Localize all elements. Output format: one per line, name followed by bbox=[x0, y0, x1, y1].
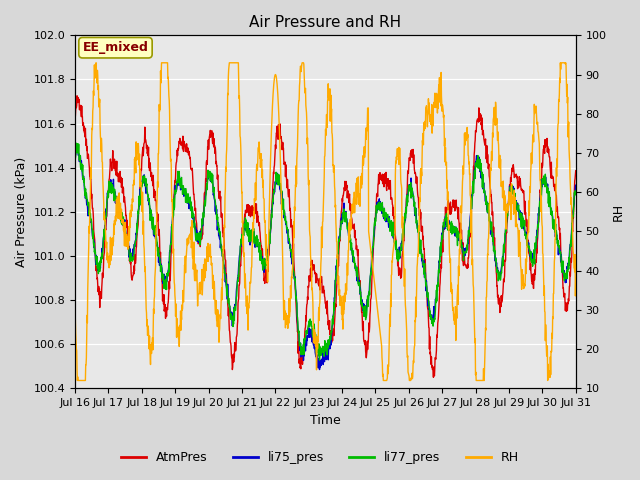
X-axis label: Time: Time bbox=[310, 414, 340, 427]
Title: Air Pressure and RH: Air Pressure and RH bbox=[250, 15, 401, 30]
Y-axis label: Air Pressure (kPa): Air Pressure (kPa) bbox=[15, 156, 28, 267]
Text: EE_mixed: EE_mixed bbox=[83, 41, 148, 54]
Legend: AtmPres, li75_pres, li77_pres, RH: AtmPres, li75_pres, li77_pres, RH bbox=[116, 446, 524, 469]
Y-axis label: RH: RH bbox=[612, 203, 625, 221]
